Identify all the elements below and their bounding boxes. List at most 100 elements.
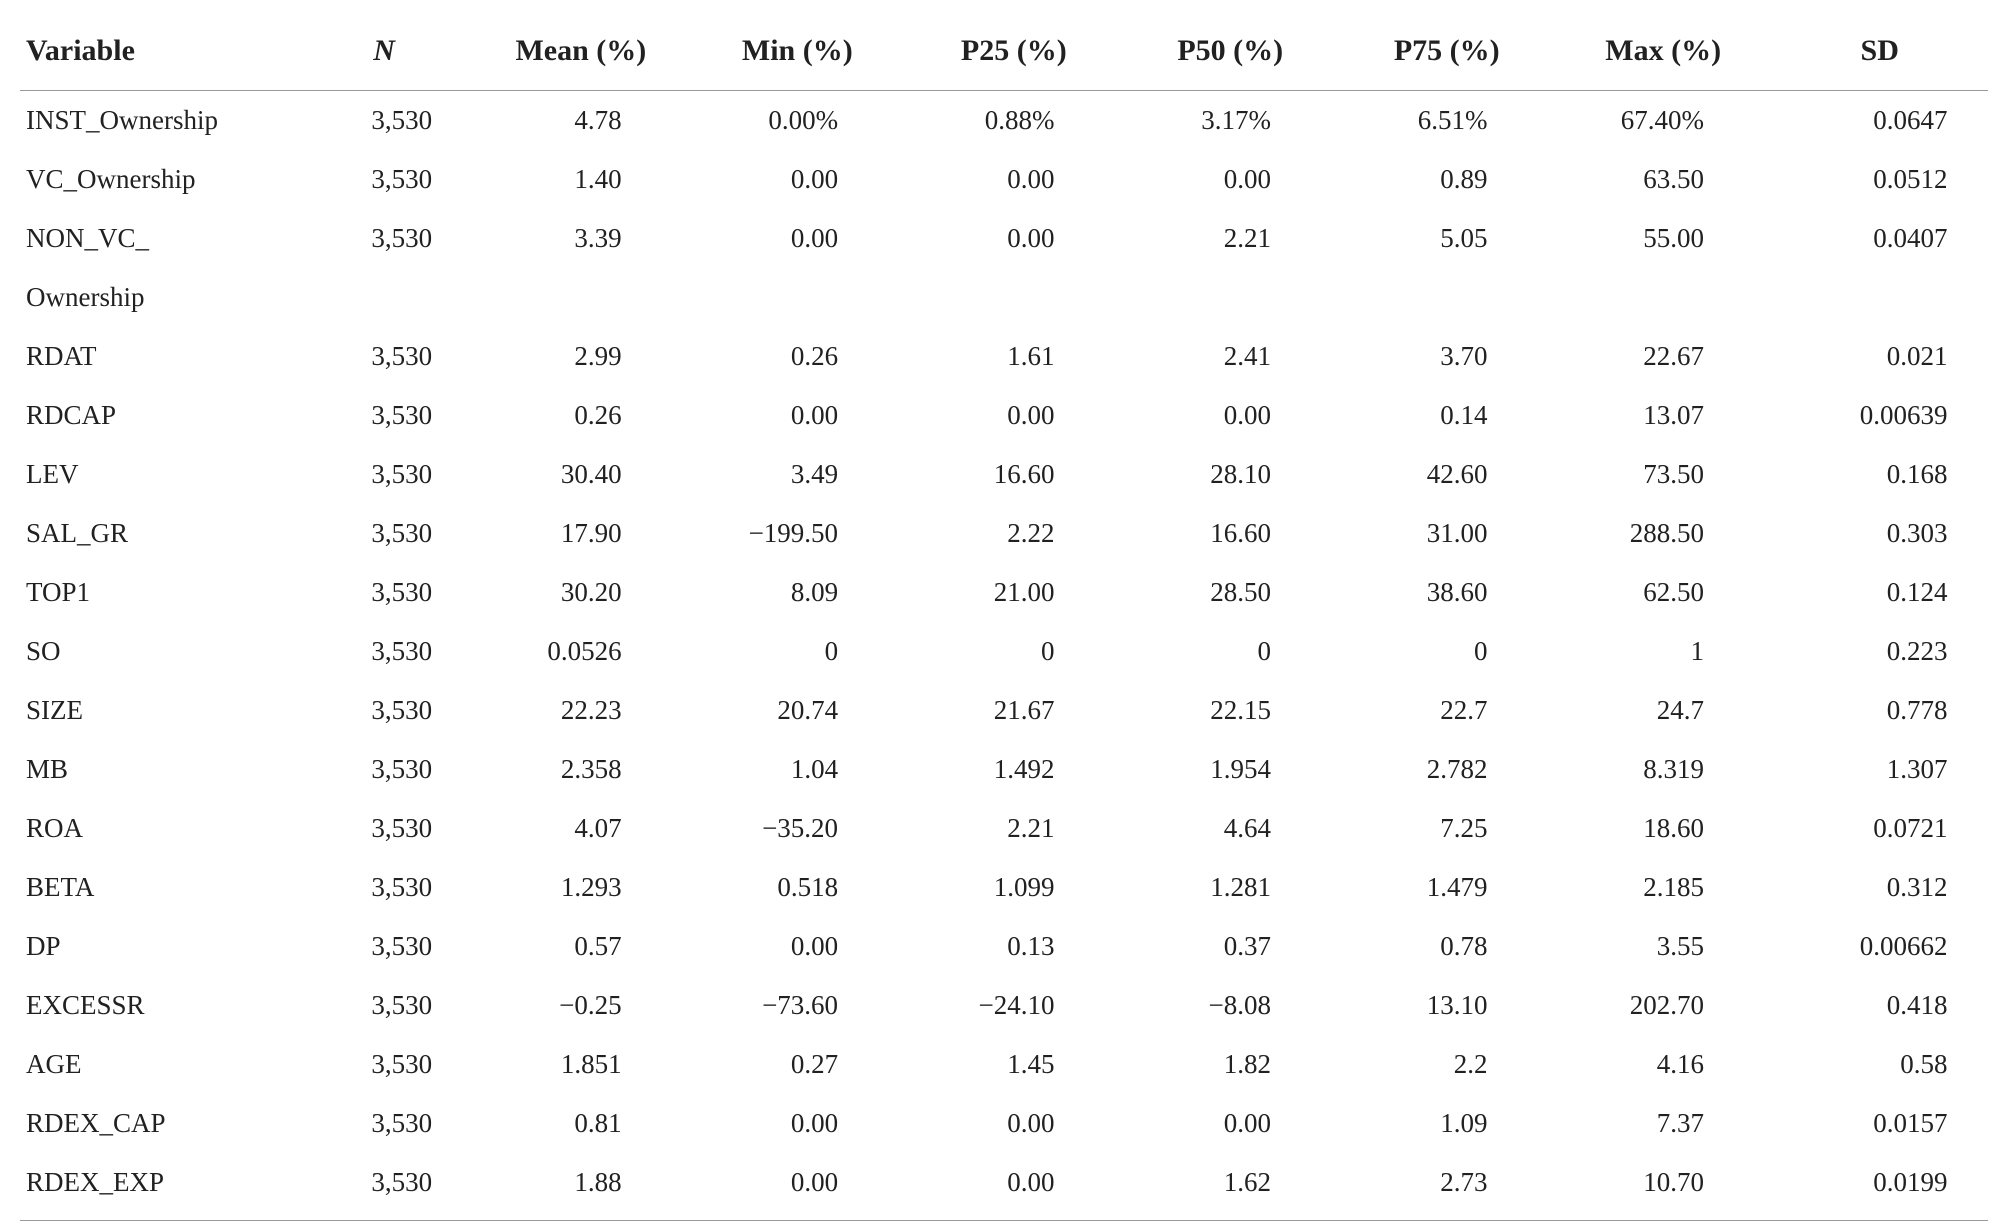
cell-min: 20.74 [689, 681, 905, 740]
table-row: TOP13,53030.208.0921.0028.5038.6062.500.… [20, 563, 1988, 622]
cell-max: 55.00 [1555, 209, 1771, 268]
cell-variable: SO [20, 622, 296, 681]
table-head: Variable N Mean (%) Min (%) P25 (%) P50 … [20, 24, 1988, 91]
table-row: AGE3,5301.8510.271.451.822.24.160.58 [20, 1035, 1988, 1094]
cell-p50: 1.954 [1122, 740, 1338, 799]
cell-p50: 2.21 [1122, 209, 1338, 268]
table-row: DP3,5300.570.000.130.370.783.550.00662 [20, 917, 1988, 976]
col-header-min: Min (%) [689, 24, 905, 91]
cell-p75: 42.60 [1339, 445, 1555, 504]
cell-max: 22.67 [1555, 327, 1771, 386]
cell-p50: 0.00 [1122, 386, 1338, 445]
cell-variable: INST_Ownership [20, 91, 296, 151]
cell-max: 2.185 [1555, 858, 1771, 917]
cell-mean: 2.358 [473, 740, 689, 799]
cell-sd: 0.124 [1771, 563, 1988, 622]
cell-sd: 0.00662 [1771, 917, 1988, 976]
cell-mean: 1.88 [473, 1153, 689, 1221]
cell-p25: 2.22 [906, 504, 1122, 563]
cell-p50: 1.281 [1122, 858, 1338, 917]
cell-sd: 0.312 [1771, 858, 1988, 917]
cell-p50: 1.82 [1122, 1035, 1338, 1094]
cell-p50: 0.37 [1122, 917, 1338, 976]
col-header-p50: P50 (%) [1122, 24, 1338, 91]
cell-max: 7.37 [1555, 1094, 1771, 1153]
cell-min: 1.04 [689, 740, 905, 799]
cell-n: 3,530 [296, 91, 473, 151]
cell-variable: MB [20, 740, 296, 799]
cell-p50: 0 [1122, 622, 1338, 681]
cell-sd: 0.0647 [1771, 91, 1988, 151]
cell-p50: 28.10 [1122, 445, 1338, 504]
cell-p75: 3.70 [1339, 327, 1555, 386]
cell-p25: 2.21 [906, 799, 1122, 858]
cell-sd: 0.0407 [1771, 209, 1988, 268]
col-header-mean: Mean (%) [473, 24, 689, 91]
table-row: RDCAP3,5300.260.000.000.000.1413.070.006… [20, 386, 1988, 445]
cell-variable: VC_Ownership [20, 150, 296, 209]
cell-mean: 3.39 [473, 209, 689, 268]
table-row: VC_Ownership3,5301.400.000.000.000.8963.… [20, 150, 1988, 209]
cell-p75: 2.782 [1339, 740, 1555, 799]
cell-min: 8.09 [689, 563, 905, 622]
cell-sd: 0.418 [1771, 976, 1988, 1035]
cell-variable: RDEX_EXP [20, 1153, 296, 1221]
cell-p75 [1339, 268, 1555, 327]
cell-p25: 0.88% [906, 91, 1122, 151]
cell-max: 13.07 [1555, 386, 1771, 445]
cell-p75: 1.479 [1339, 858, 1555, 917]
cell-max: 3.55 [1555, 917, 1771, 976]
cell-max: 63.50 [1555, 150, 1771, 209]
cell-mean: 4.07 [473, 799, 689, 858]
cell-mean: 1.293 [473, 858, 689, 917]
cell-p50: 4.64 [1122, 799, 1338, 858]
cell-max: 62.50 [1555, 563, 1771, 622]
cell-n: 3,530 [296, 858, 473, 917]
cell-min: 0.00 [689, 1153, 905, 1221]
cell-mean: 1.851 [473, 1035, 689, 1094]
cell-mean [473, 268, 689, 327]
cell-max: 24.7 [1555, 681, 1771, 740]
cell-n: 3,530 [296, 681, 473, 740]
cell-min: 0.00 [689, 386, 905, 445]
cell-min: 0.00 [689, 209, 905, 268]
cell-max: 1 [1555, 622, 1771, 681]
cell-p25: 0.00 [906, 1094, 1122, 1153]
cell-n: 3,530 [296, 209, 473, 268]
cell-min: 0.00 [689, 150, 905, 209]
cell-max: 4.16 [1555, 1035, 1771, 1094]
cell-min: −73.60 [689, 976, 905, 1035]
table-row: EXCESSR3,530−0.25−73.60−24.10−8.0813.102… [20, 976, 1988, 1035]
cell-min [689, 268, 905, 327]
cell-min: 0.00 [689, 1094, 905, 1153]
cell-variable: RDEX_CAP [20, 1094, 296, 1153]
cell-n: 3,530 [296, 1094, 473, 1153]
cell-p75: 2.2 [1339, 1035, 1555, 1094]
cell-mean: 2.99 [473, 327, 689, 386]
cell-p50: −8.08 [1122, 976, 1338, 1035]
cell-sd: 0.303 [1771, 504, 1988, 563]
cell-sd: 0.0721 [1771, 799, 1988, 858]
cell-p50: 0.00 [1122, 150, 1338, 209]
cell-variable: ROA [20, 799, 296, 858]
table-row: NON_VC_3,5303.390.000.002.215.0555.000.0… [20, 209, 1988, 268]
cell-n: 3,530 [296, 1035, 473, 1094]
cell-p25: 0.00 [906, 150, 1122, 209]
cell-p50: 22.15 [1122, 681, 1338, 740]
cell-p50 [1122, 268, 1338, 327]
cell-min: 0.518 [689, 858, 905, 917]
table-body: INST_Ownership3,5304.780.00%0.88%3.17%6.… [20, 91, 1988, 1221]
cell-p75: 13.10 [1339, 976, 1555, 1035]
cell-mean: 30.40 [473, 445, 689, 504]
cell-p75: 2.73 [1339, 1153, 1555, 1221]
col-header-variable: Variable [20, 24, 296, 91]
cell-variable: SIZE [20, 681, 296, 740]
cell-p75: 0.78 [1339, 917, 1555, 976]
cell-min: 0.27 [689, 1035, 905, 1094]
cell-n: 3,530 [296, 386, 473, 445]
cell-max [1555, 268, 1771, 327]
cell-mean: 0.57 [473, 917, 689, 976]
cell-p25: 0.00 [906, 386, 1122, 445]
cell-max: 73.50 [1555, 445, 1771, 504]
cell-variable: LEV [20, 445, 296, 504]
